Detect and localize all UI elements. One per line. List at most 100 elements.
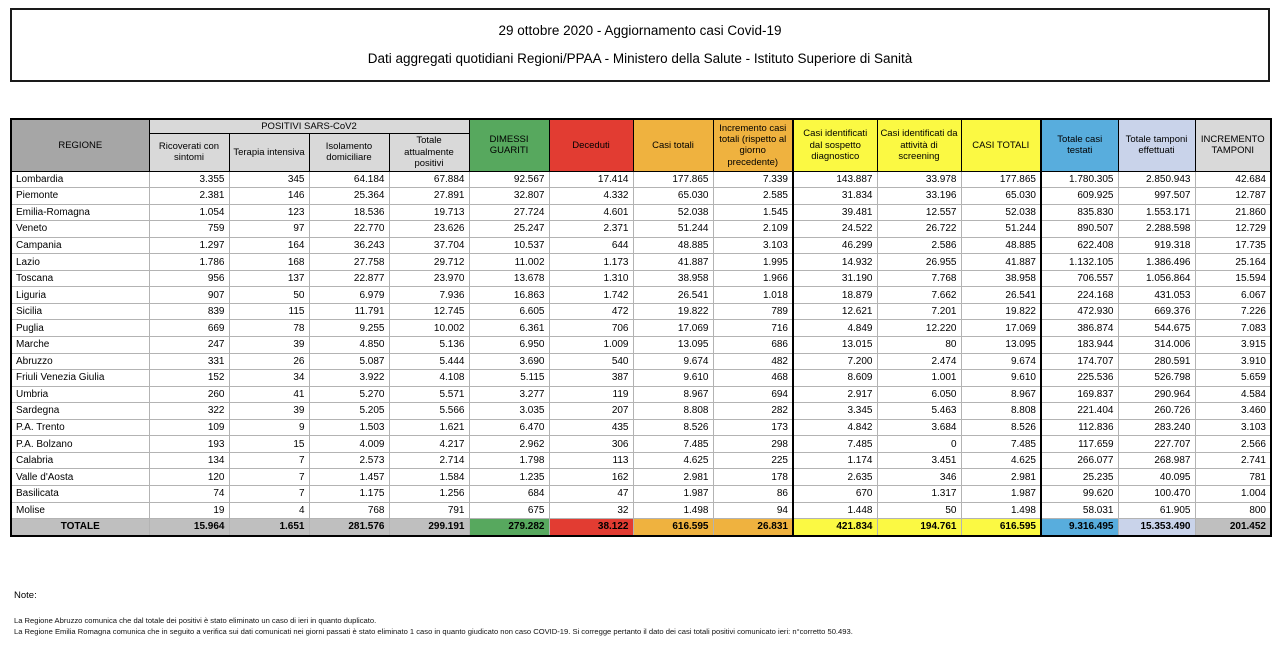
value-cell: 224.168 <box>1040 286 1119 304</box>
column-header-7: Casi totali <box>632 118 714 172</box>
total-value-cell: 15.353.490 <box>1117 518 1196 537</box>
value-cell: 5.087 <box>308 352 390 371</box>
value-cell: 26.722 <box>876 220 962 238</box>
total-value-cell: 201.452 <box>1194 518 1272 537</box>
value-cell: 1.009 <box>548 336 634 354</box>
value-cell: 8.526 <box>960 418 1042 437</box>
value-cell: 3.103 <box>1194 418 1272 437</box>
value-cell: 22.877 <box>308 269 390 288</box>
value-cell: 1.386.496 <box>1117 253 1196 271</box>
value-cell: 791 <box>388 501 470 520</box>
total-value-cell: 279.282 <box>468 518 550 537</box>
value-cell: 283.240 <box>1117 418 1196 437</box>
report-title: 29 ottobre 2020 - Aggiornamento casi Cov… <box>498 23 782 39</box>
value-cell: 5.444 <box>388 352 470 371</box>
region-row: Puglia 669 78 9.255 10.002 6.361 706 17.069 716 4… <box>10 319 1272 338</box>
value-cell: 669 <box>148 319 230 338</box>
value-cell: 1.001 <box>876 369 962 387</box>
value-cell: 27.724 <box>468 203 550 222</box>
value-cell: 1.987 <box>632 484 714 503</box>
value-cell: 50 <box>876 501 962 520</box>
value-cell: 26 <box>228 352 310 371</box>
region-row: Lazio 1.786 168 27.758 29.712 11.002 1.173 41.8… <box>10 253 1272 271</box>
value-cell: 2.850.943 <box>1117 170 1196 189</box>
value-cell: 48.885 <box>960 236 1042 255</box>
value-cell: 74 <box>148 484 230 503</box>
column-header-10: Casi identificati da attività di screeni… <box>876 118 962 172</box>
value-cell: 8.967 <box>960 385 1042 404</box>
report-subtitle: Dati aggregati quotidiani Regioni/PPAA -… <box>367 51 913 67</box>
value-cell: 2.981 <box>960 468 1042 486</box>
value-cell: 38.958 <box>632 269 714 288</box>
value-cell: 1.742 <box>548 286 634 304</box>
value-cell: 2.109 <box>712 220 794 238</box>
value-cell: 152 <box>148 369 230 387</box>
value-cell: 146 <box>228 187 310 205</box>
value-cell: 669.376 <box>1117 302 1196 321</box>
value-cell: 115 <box>228 302 310 321</box>
value-cell: 4.332 <box>548 187 634 205</box>
value-cell: 268.987 <box>1117 451 1196 470</box>
value-cell: 9.255 <box>308 319 390 338</box>
value-cell: 1.457 <box>308 468 390 486</box>
note-emilia-romagna: La Regione Emilia Romagna comunica che i… <box>14 627 853 636</box>
value-cell: 7.662 <box>876 286 962 304</box>
value-cell: 134 <box>148 451 230 470</box>
region-row: Valle d'Aosta 120 7 1.457 1.584 1.235 162 2.981… <box>10 468 1272 486</box>
value-cell: 12.220 <box>876 319 962 338</box>
value-cell: 13.095 <box>960 336 1042 354</box>
value-cell: 50 <box>228 286 310 304</box>
value-cell: 3.345 <box>792 402 878 420</box>
value-cell: 1.297 <box>148 236 230 255</box>
value-cell: 3.451 <box>876 451 962 470</box>
value-cell: 3.922 <box>308 369 390 387</box>
value-cell: 162 <box>548 468 634 486</box>
value-cell: 10.537 <box>468 236 550 255</box>
value-cell: 46.299 <box>792 236 878 255</box>
column-header-5: DIMESSI GUARITI <box>468 118 550 172</box>
value-cell: 52.038 <box>960 203 1042 222</box>
value-cell: 117.659 <box>1040 435 1119 453</box>
value-cell: 33.978 <box>876 170 962 189</box>
value-cell: 25.247 <box>468 220 550 238</box>
value-cell: 9.674 <box>632 352 714 371</box>
value-cell: 759 <box>148 220 230 238</box>
value-cell: 1.173 <box>548 253 634 271</box>
value-cell: 169.837 <box>1040 385 1119 404</box>
region-row: Calabria 134 7 2.573 2.714 1.798 113 4.625 225 1.… <box>10 451 1272 470</box>
value-cell: 675 <box>468 501 550 520</box>
value-cell: 15 <box>228 435 310 453</box>
value-cell: 2.566 <box>1194 435 1272 453</box>
value-cell: 4 <box>228 501 310 520</box>
total-value-cell: 299.191 <box>388 518 470 537</box>
value-cell: 346 <box>876 468 962 486</box>
value-cell: 25.164 <box>1194 253 1272 271</box>
value-cell: 86 <box>712 484 794 503</box>
value-cell: 435 <box>548 418 634 437</box>
value-cell: 12.621 <box>792 302 878 321</box>
value-cell: 290.964 <box>1117 385 1196 404</box>
value-cell: 3.277 <box>468 385 550 404</box>
value-cell: 12.745 <box>388 302 470 321</box>
value-cell: 27.758 <box>308 253 390 271</box>
value-cell: 1.317 <box>876 484 962 503</box>
total-value-cell: 26.831 <box>712 518 794 537</box>
column-header-9: Casi identificati dal sospetto diagnosti… <box>792 118 878 172</box>
value-cell: 31.834 <box>792 187 878 205</box>
value-cell: 956 <box>148 269 230 288</box>
region-name-cell: Piemonte <box>10 187 150 205</box>
region-name-cell: Abruzzo <box>10 352 150 371</box>
value-cell: 16.863 <box>468 286 550 304</box>
value-cell: 112.836 <box>1040 418 1119 437</box>
value-cell: 386.874 <box>1040 319 1119 338</box>
value-cell: 7 <box>228 484 310 503</box>
value-cell: 282 <box>712 402 794 420</box>
value-cell: 9.674 <box>960 352 1042 371</box>
sub-header-2: Terapia intensiva <box>228 133 310 172</box>
value-cell: 4.849 <box>792 319 878 338</box>
column-header-6: Deceduti <box>548 118 634 172</box>
value-cell: 5.136 <box>388 336 470 354</box>
value-cell: 67.884 <box>388 170 470 189</box>
value-cell: 4.850 <box>308 336 390 354</box>
value-cell: 5.659 <box>1194 369 1272 387</box>
